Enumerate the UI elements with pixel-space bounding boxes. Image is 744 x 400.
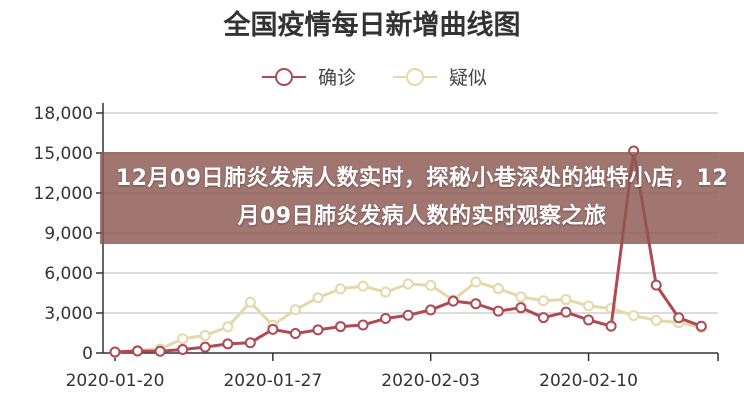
y-tick-label: 9,000 [44,224,93,244]
legend: 确诊 疑似 [262,67,487,89]
y-tick-label: 3,000 [44,304,93,324]
x-tick-label: 2020-02-03 [381,371,480,391]
data-point [244,337,256,349]
y-tick-label: 18,000 [34,104,93,124]
data-point [650,279,662,291]
x-tick-label: 2020-01-20 [66,371,165,391]
data-point [695,320,707,332]
data-point [380,312,392,324]
data-point [470,276,482,288]
data-point [673,312,685,324]
y-tick-label: 6,000 [44,264,93,284]
data-point [425,304,437,316]
y-tick-label: 12,000 [34,184,93,204]
data-point [425,279,437,291]
x-tick-label: 2020-02-10 [539,371,638,391]
legend-label: 确诊 [318,67,356,89]
data-point [335,283,346,295]
data-point [402,278,414,290]
data-point [628,310,640,322]
y-tick-label: 0 [82,344,93,364]
data-point [357,319,369,331]
data-point [154,345,166,357]
data-point [492,305,504,317]
data-point [199,330,211,342]
data-point [177,344,189,356]
data-point [267,323,279,335]
chart-title: 全国疫情每日新增曲线图 [223,9,521,41]
data-point [560,306,572,318]
data-point [109,346,121,358]
x-tick-label: 2020-01-27 [223,371,322,391]
data-point [132,345,144,357]
data-point [650,314,662,326]
legend-label: 疑似 [449,67,487,89]
data-point [222,338,234,350]
y-tick-label: 15,000 [34,144,93,164]
data-point [312,292,324,304]
data-point [560,294,572,306]
data-point [335,321,346,333]
data-point [515,302,527,314]
data-point [537,295,549,307]
data-point [199,341,211,353]
legend-marker [406,68,424,86]
headline-text: 12月09日肺炎发病人数实时，探秘小巷深处的独特小店，12月09日肺炎发病人数的… [115,166,729,229]
data-point [447,295,459,307]
data-point [289,304,301,316]
data-point [537,312,549,324]
data-point [380,286,392,298]
data-point [289,328,301,340]
data-point [583,314,595,326]
data-point [515,291,527,303]
legend-marker [275,68,293,86]
data-point [605,320,617,332]
data-point [492,283,504,295]
data-point [470,298,482,310]
data-point [312,324,324,336]
data-point [222,321,234,333]
data-point [357,280,369,292]
data-point [583,300,595,312]
data-point [402,309,414,321]
data-point [177,333,189,345]
data-point [244,296,256,308]
headline-banner: 12月09日肺炎发病人数实时，探秘小巷深处的独特小店，12月09日肺炎发病人数的… [100,152,744,244]
